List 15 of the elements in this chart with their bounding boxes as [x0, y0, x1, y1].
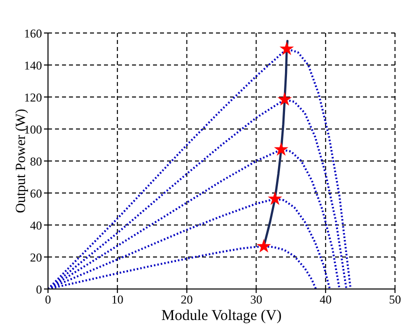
x-tick-label: 30 — [250, 292, 262, 307]
y-tick-label: 40 — [30, 218, 42, 232]
x-tick-label: 50 — [389, 292, 401, 307]
x-tick-label: 20 — [180, 292, 193, 307]
y-tick-label: 20 — [30, 250, 42, 264]
x-tick-label: 10 — [111, 292, 124, 307]
x-tick-label: 0 — [45, 292, 51, 307]
y-tick-label: 60 — [30, 186, 42, 200]
y-tick-label: 0 — [36, 282, 42, 296]
y-tick-label: 140 — [24, 58, 42, 72]
y-tick-label: 120 — [24, 90, 42, 104]
x-tick-label: 40 — [320, 292, 332, 307]
x-axis-title: Module Voltage (V) — [161, 308, 282, 324]
y-tick-label: 80 — [30, 154, 42, 168]
y-tick-label: 160 — [24, 26, 42, 40]
